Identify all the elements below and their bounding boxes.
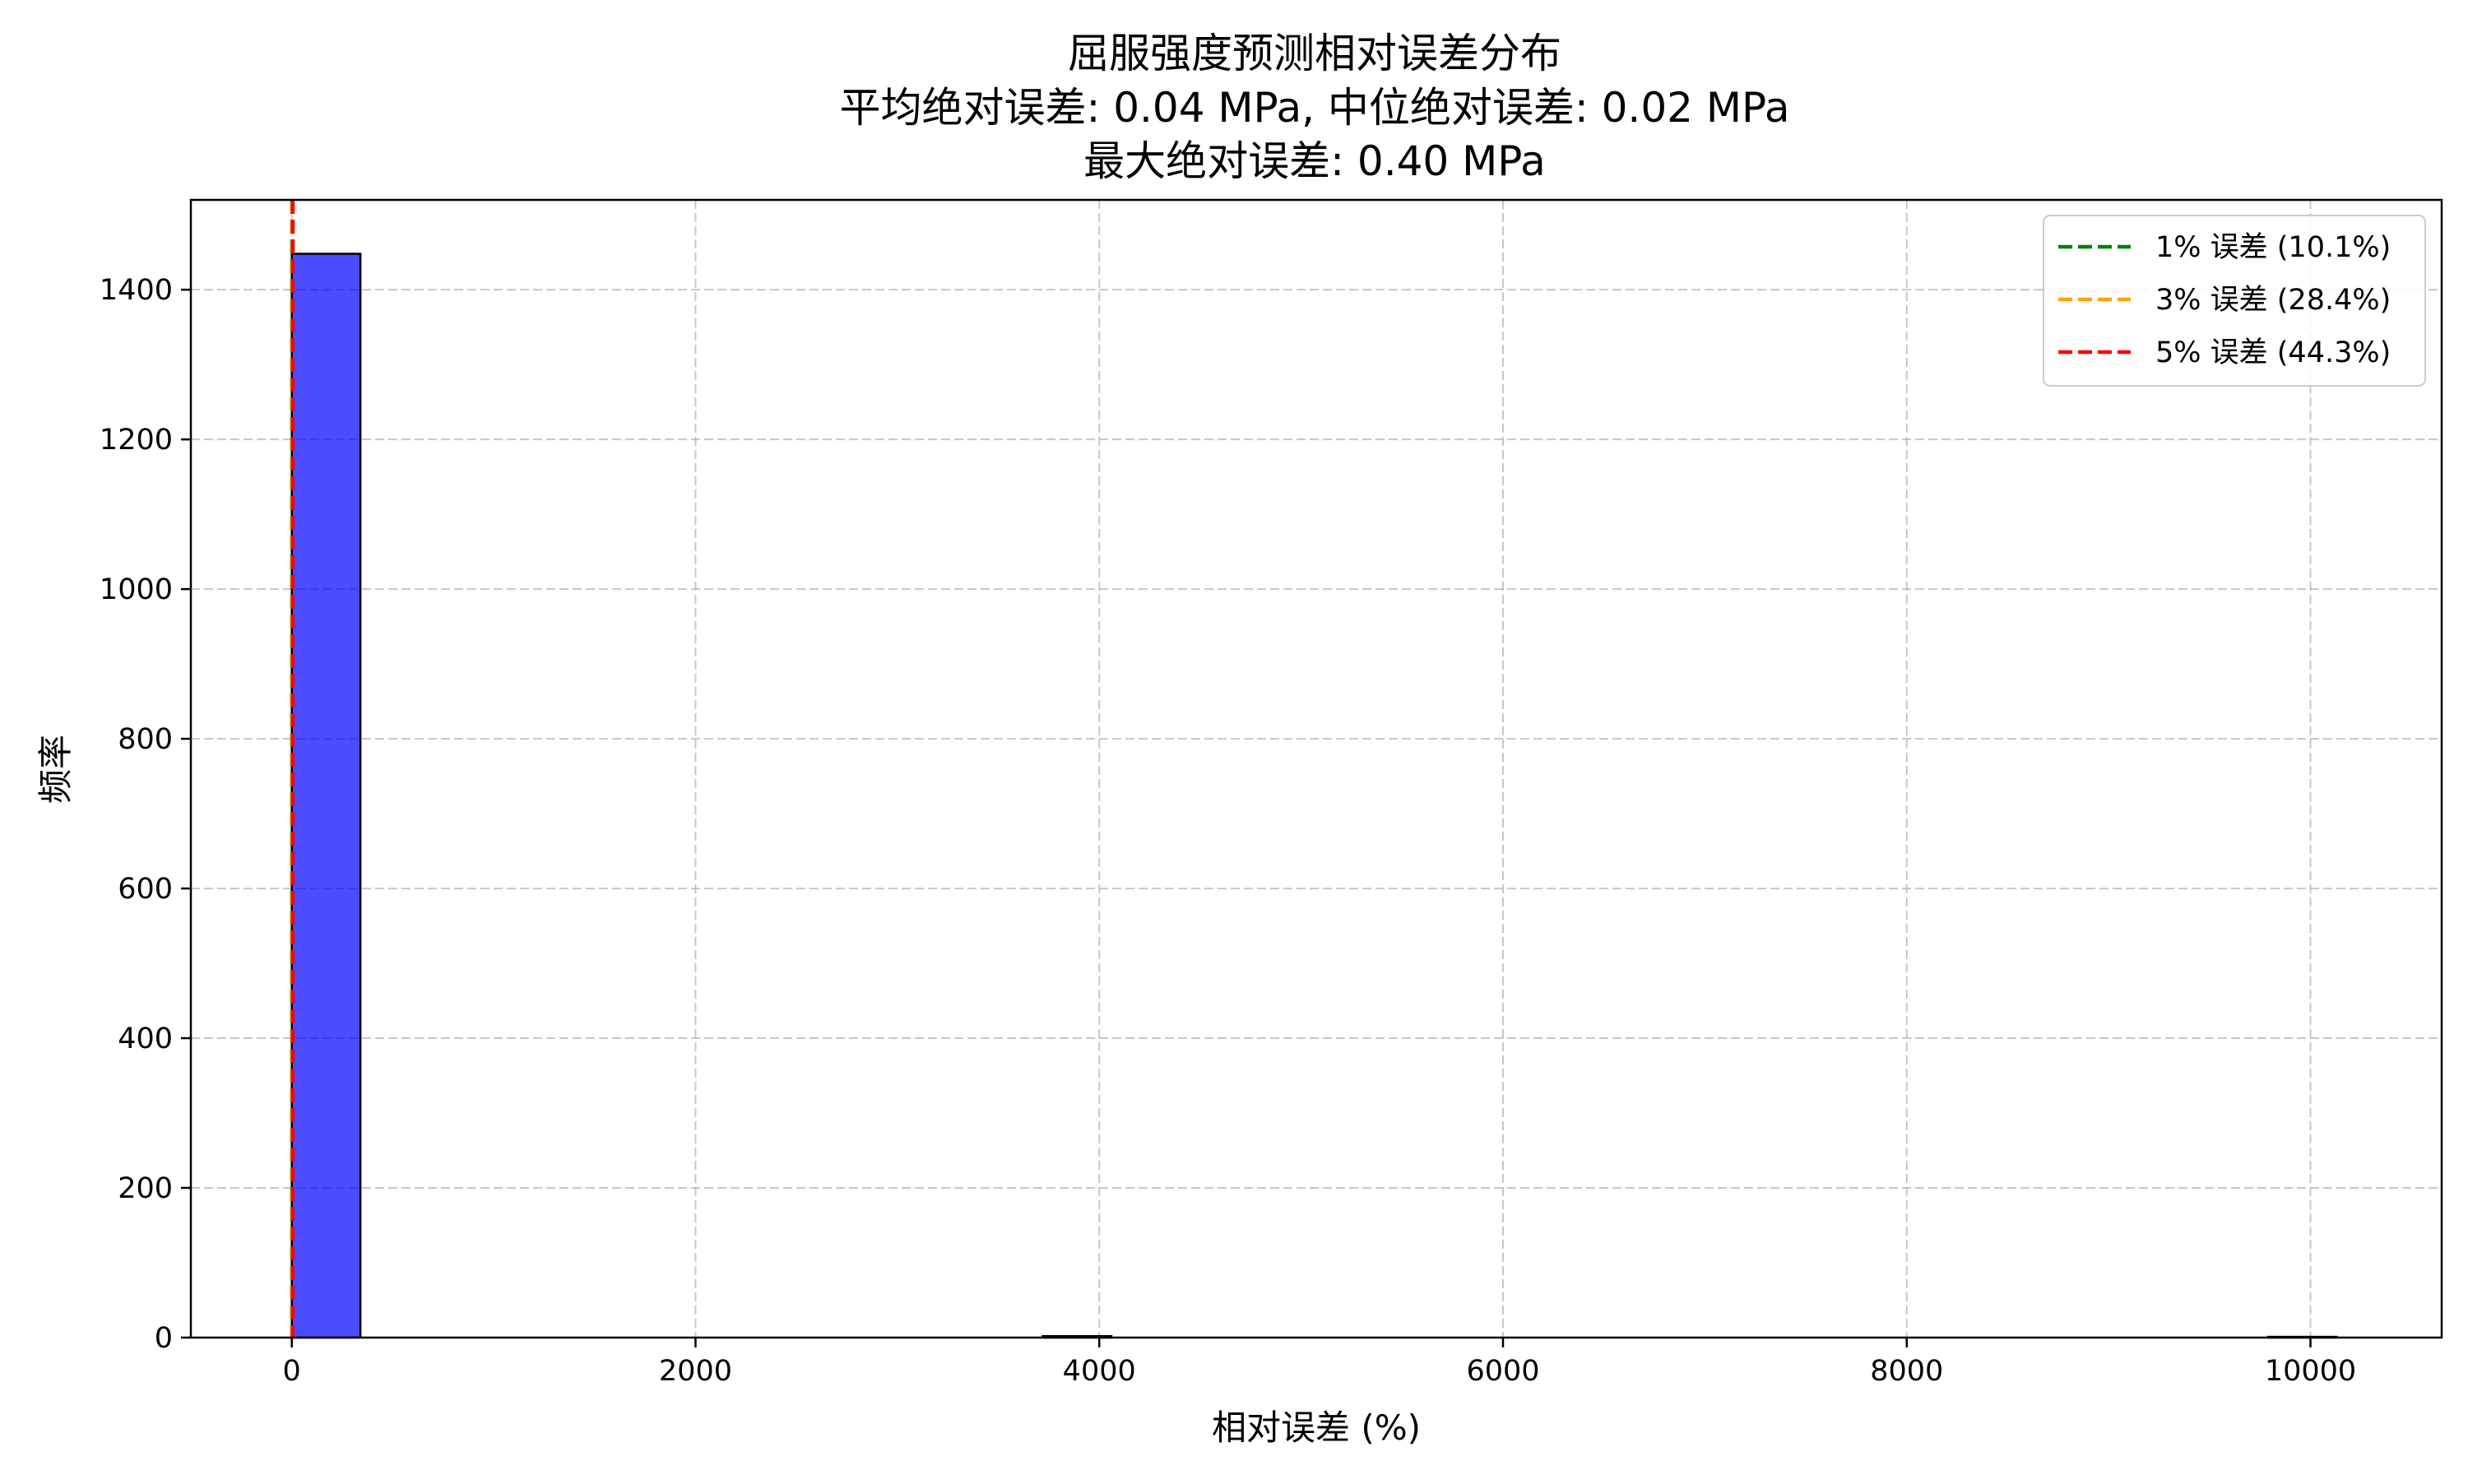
plot-frame [189, 198, 2443, 1339]
x-axis-label: 相对误差 (%) [1212, 1407, 1421, 1448]
reference-lines [290, 200, 295, 1338]
y-tick-label: 1400 [100, 274, 173, 307]
chart-subtitle-line-1: 平均绝对误差: 0.04 MPa, 中位绝对误差: 0.02 MPa [839, 84, 1789, 132]
legend-box [2043, 215, 2426, 387]
legend: 1% 误差 (10.1%) 3% 误差 (28.4%) 5% 误差 (44.3%) [2043, 215, 2426, 387]
legend-label: 1% 误差 (10.1%) [2155, 231, 2391, 264]
x-tick-label: 2000 [659, 1355, 732, 1388]
y-axis-ticks: 0 200 400 600 800 1000 1200 1400 [100, 274, 191, 1355]
y-tick-label: 400 [118, 1023, 173, 1055]
histogram-bar [290, 253, 362, 1339]
chart-title: 屈服强度预测相对误差分布 [1068, 30, 1561, 77]
x-axis-ticks: 0 2000 4000 6000 8000 10000 [283, 1338, 2356, 1388]
x-tick-label: 8000 [1870, 1355, 1943, 1388]
legend-label: 5% 误差 (44.3%) [2155, 336, 2391, 369]
y-tick-label: 200 [118, 1172, 173, 1205]
y-tick-label: 1000 [100, 573, 173, 606]
y-tick-label: 1200 [100, 424, 173, 457]
x-tick-label: 6000 [1466, 1355, 1539, 1388]
x-tick-label: 0 [283, 1355, 301, 1388]
chart-subtitle-line-2: 最大绝对误差: 0.40 MPa [1083, 137, 1546, 185]
x-tick-label: 10000 [2265, 1355, 2356, 1388]
y-axis-label: 频率 [35, 735, 76, 804]
y-tick-label: 0 [155, 1322, 173, 1355]
x-tick-label: 4000 [1063, 1355, 1136, 1388]
y-tick-label: 600 [118, 873, 173, 906]
y-tick-label: 800 [118, 723, 173, 756]
legend-label: 3% 误差 (28.4%) [2155, 284, 2391, 317]
